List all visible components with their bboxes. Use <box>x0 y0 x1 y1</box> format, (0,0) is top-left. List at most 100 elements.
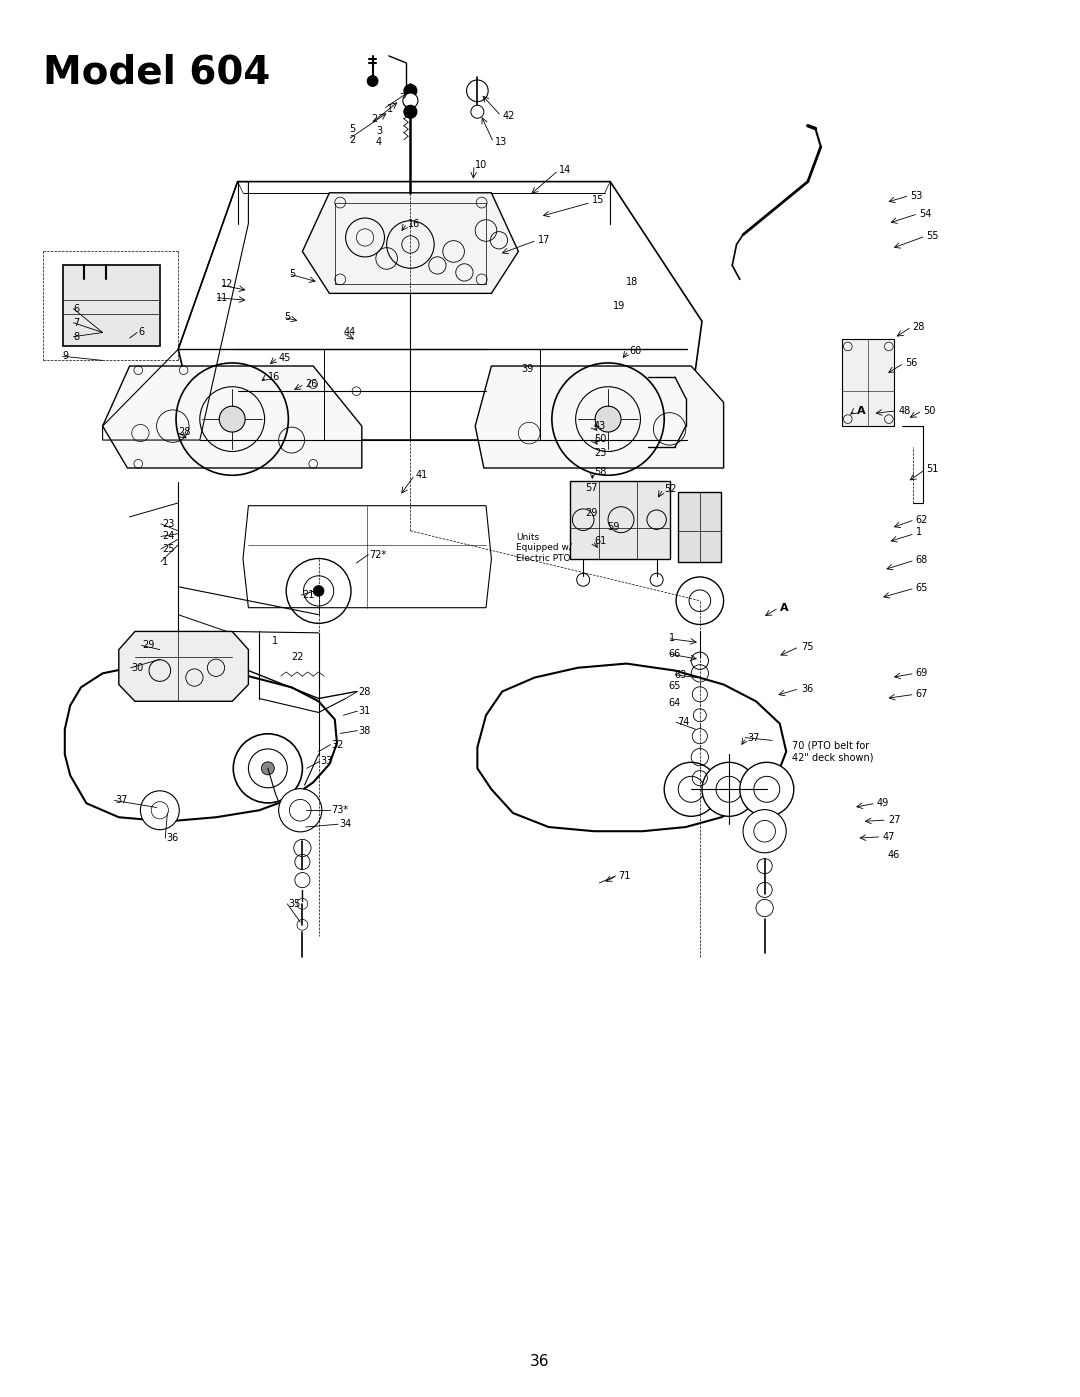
Ellipse shape <box>313 585 324 597</box>
Text: 14: 14 <box>559 165 571 176</box>
Text: 41: 41 <box>416 469 428 481</box>
Text: 6: 6 <box>73 303 80 314</box>
Text: 46: 46 <box>888 849 900 861</box>
Ellipse shape <box>702 763 756 816</box>
Text: 57: 57 <box>585 482 598 493</box>
Bar <box>570 481 670 559</box>
Text: 30: 30 <box>132 662 144 673</box>
Text: 75: 75 <box>801 641 814 652</box>
Ellipse shape <box>403 94 418 108</box>
Text: 56: 56 <box>905 358 917 369</box>
Text: 60: 60 <box>630 345 642 356</box>
Ellipse shape <box>471 105 484 119</box>
Text: 23: 23 <box>594 447 606 458</box>
Text: 10: 10 <box>475 159 487 170</box>
Text: 23: 23 <box>162 518 174 529</box>
Text: 53: 53 <box>910 190 922 201</box>
Text: 24: 24 <box>162 531 174 542</box>
Ellipse shape <box>467 80 488 102</box>
Text: 42: 42 <box>502 110 514 122</box>
Text: 2: 2 <box>372 113 378 124</box>
Ellipse shape <box>664 763 718 816</box>
Text: A: A <box>856 405 865 416</box>
Text: 3: 3 <box>376 126 382 137</box>
Text: 15: 15 <box>592 194 604 205</box>
Text: 43: 43 <box>594 420 606 432</box>
Text: 55: 55 <box>927 231 940 242</box>
Text: 38: 38 <box>359 725 370 736</box>
Text: 1: 1 <box>387 103 393 115</box>
Ellipse shape <box>743 810 786 852</box>
Text: 5: 5 <box>284 312 291 323</box>
Polygon shape <box>302 193 518 293</box>
Text: A: A <box>780 602 788 613</box>
Text: 25: 25 <box>162 543 175 555</box>
Ellipse shape <box>279 789 322 831</box>
Text: 5: 5 <box>289 268 296 279</box>
Text: 50: 50 <box>594 433 606 444</box>
Text: 61: 61 <box>594 535 606 546</box>
Ellipse shape <box>233 733 302 803</box>
Polygon shape <box>475 366 724 468</box>
Ellipse shape <box>219 407 245 432</box>
Bar <box>842 339 894 426</box>
Text: 52: 52 <box>664 483 677 495</box>
Text: 13: 13 <box>495 137 507 148</box>
Polygon shape <box>119 631 248 701</box>
Text: 37: 37 <box>747 732 759 743</box>
Text: 9: 9 <box>63 351 69 362</box>
Text: 12: 12 <box>221 278 233 289</box>
Text: 6: 6 <box>138 327 145 338</box>
Text: 65: 65 <box>916 583 928 594</box>
Text: 31: 31 <box>359 705 370 717</box>
Text: 36: 36 <box>530 1354 550 1369</box>
Text: 32: 32 <box>332 739 343 750</box>
Text: 16: 16 <box>408 218 420 229</box>
Text: 36: 36 <box>166 833 178 844</box>
Text: 39: 39 <box>522 363 534 374</box>
Text: 54: 54 <box>919 208 931 219</box>
Text: 29: 29 <box>585 507 597 518</box>
Text: 35: 35 <box>288 898 300 909</box>
Ellipse shape <box>404 84 417 98</box>
Bar <box>63 265 160 346</box>
Text: 59: 59 <box>607 521 619 532</box>
Ellipse shape <box>740 763 794 816</box>
Text: 48: 48 <box>899 405 910 416</box>
Text: 17: 17 <box>538 235 550 246</box>
Text: 62: 62 <box>916 514 928 525</box>
Text: 28: 28 <box>359 686 370 697</box>
Ellipse shape <box>676 577 724 624</box>
Text: 5: 5 <box>349 123 355 134</box>
Text: 73*: 73* <box>332 805 349 816</box>
Text: 11: 11 <box>216 292 228 303</box>
Text: 49: 49 <box>877 798 889 809</box>
Text: 36: 36 <box>801 683 813 694</box>
Text: 63: 63 <box>674 669 686 680</box>
Text: 37: 37 <box>116 795 127 806</box>
Text: 51: 51 <box>927 464 939 475</box>
Text: 16: 16 <box>268 372 280 383</box>
Text: 33: 33 <box>321 756 333 767</box>
Text: 2: 2 <box>349 134 355 145</box>
Text: Units
Equipped w/
Electric PTO: Units Equipped w/ Electric PTO <box>516 532 572 563</box>
Text: 7: 7 <box>73 317 80 328</box>
Text: 21: 21 <box>302 590 314 601</box>
Text: 1: 1 <box>916 527 922 538</box>
Text: 29: 29 <box>143 640 154 651</box>
Text: 65: 65 <box>669 680 680 692</box>
Text: 4: 4 <box>376 137 382 148</box>
Text: 8: 8 <box>73 331 80 342</box>
Text: 28: 28 <box>913 321 924 332</box>
Text: 19: 19 <box>613 300 625 312</box>
Ellipse shape <box>404 105 417 119</box>
Text: 72*: 72* <box>369 549 387 560</box>
Text: 1: 1 <box>272 636 279 647</box>
Text: 71: 71 <box>618 870 630 882</box>
Text: 1: 1 <box>162 556 168 567</box>
Text: 66: 66 <box>669 648 680 659</box>
Text: 44: 44 <box>343 327 355 338</box>
Text: 26: 26 <box>306 379 318 390</box>
Ellipse shape <box>140 791 179 830</box>
Text: 47: 47 <box>882 831 894 842</box>
